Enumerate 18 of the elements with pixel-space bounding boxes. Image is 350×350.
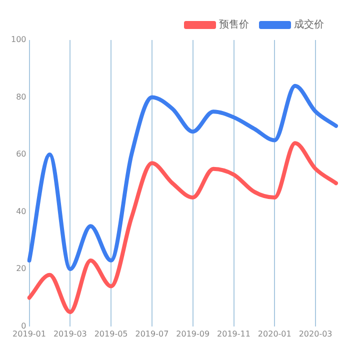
x-tick-label: 2019-09 bbox=[176, 329, 210, 338]
y-tick-label: 100 bbox=[10, 35, 26, 44]
x-tick-label: 2019-07 bbox=[135, 329, 169, 338]
legend-label: 成交价 bbox=[294, 18, 324, 31]
x-tick-label: 2019-03 bbox=[53, 329, 87, 338]
x-tick-label: 2019-05 bbox=[94, 329, 128, 338]
line-series bbox=[27, 84, 338, 272]
y-tick-label: 60 bbox=[16, 150, 26, 159]
x-tick-label: 2020-03 bbox=[298, 329, 332, 338]
x-tick-label: 2019-01 bbox=[12, 329, 46, 338]
x-tick-label: 2020-01 bbox=[258, 329, 292, 338]
y-tick-label: 0 bbox=[21, 321, 26, 330]
legend-label: 预售价 bbox=[219, 18, 249, 31]
y-tick-label: 80 bbox=[16, 92, 26, 102]
line-series bbox=[27, 141, 338, 314]
y-tick-label: 40 bbox=[16, 206, 26, 216]
x-tick-label: 2019-11 bbox=[217, 329, 250, 338]
y-tick-label: 20 bbox=[16, 264, 26, 274]
